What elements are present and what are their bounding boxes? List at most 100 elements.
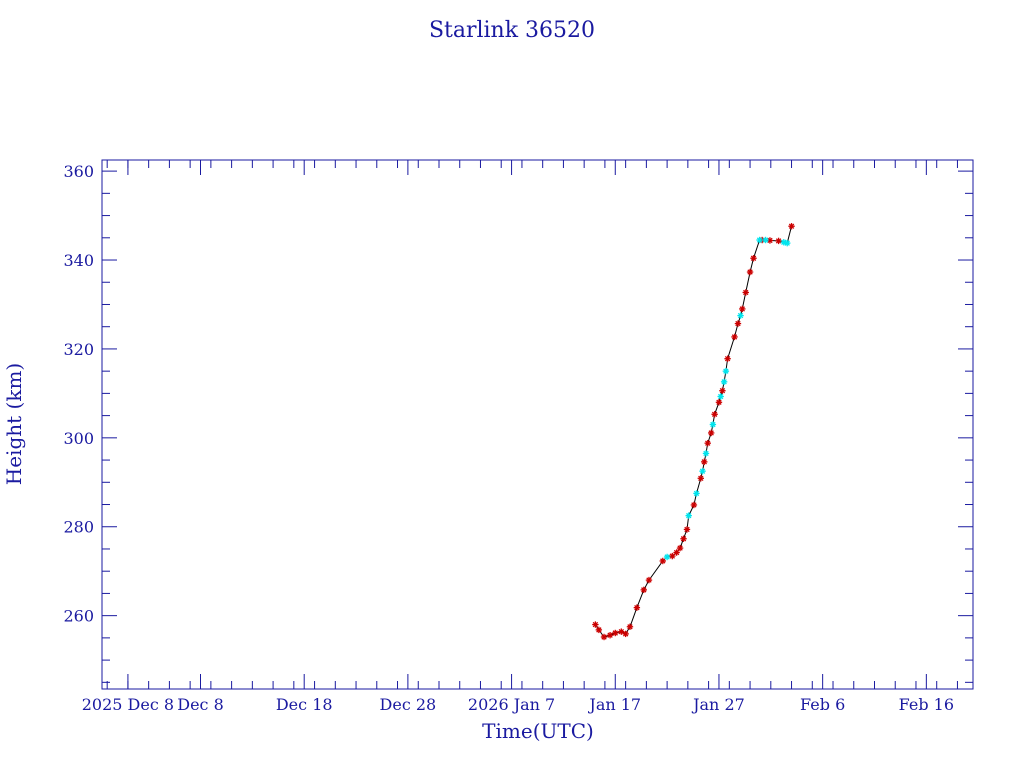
data-point-stroke	[762, 237, 769, 243]
data-point	[645, 576, 653, 584]
axis-ticks	[102, 160, 973, 689]
data-point-stroke	[701, 459, 707, 465]
data-point-stroke	[705, 440, 711, 446]
data-point	[731, 333, 738, 341]
data-point-stroke	[723, 368, 729, 374]
x-tick-label: Feb 16	[899, 695, 954, 714]
data-point	[702, 450, 710, 457]
data-point	[663, 553, 671, 561]
data-point-stroke	[693, 490, 700, 497]
data-point-stroke	[747, 269, 753, 275]
data-point-stroke	[646, 577, 652, 583]
data-point	[756, 236, 763, 244]
data-point	[709, 421, 717, 428]
data-point	[711, 411, 718, 418]
data-point-stroke	[719, 388, 726, 394]
data-point-stroke	[750, 255, 757, 261]
data-point	[606, 632, 614, 639]
data-point-stroke	[664, 554, 670, 560]
data-point-stroke	[592, 621, 599, 628]
data-point	[750, 255, 757, 262]
y-tick-label: 320	[63, 340, 94, 359]
data-point	[600, 633, 608, 641]
data-point-stroke	[612, 630, 618, 636]
x-tick-label: Dec 18	[276, 695, 333, 714]
data-point	[673, 549, 680, 556]
data-point	[622, 630, 629, 638]
data-point	[704, 439, 711, 447]
data-point	[739, 305, 746, 313]
y-tick-label: 280	[63, 518, 94, 537]
data-point-stroke	[756, 237, 763, 243]
data-point	[693, 490, 700, 497]
data-point-stroke	[684, 526, 690, 533]
data-point	[680, 535, 687, 542]
data-point	[701, 458, 708, 466]
data-point	[595, 626, 603, 634]
data-point	[717, 393, 724, 400]
data-point-stroke	[717, 393, 724, 400]
chart-title: Starlink 36520	[429, 18, 595, 43]
data-point	[697, 475, 705, 482]
data-point-stroke	[739, 306, 745, 312]
y-tick-labels: 260 280 300 320 340 360	[63, 162, 94, 626]
data-point-stroke	[691, 502, 697, 508]
data-point-stroke	[669, 553, 675, 559]
data-point	[734, 320, 742, 327]
data-point-stroke	[660, 558, 666, 564]
y-tick-label: 260	[63, 607, 94, 626]
data-point	[724, 355, 731, 362]
data-point	[788, 223, 795, 230]
data-point-stroke	[716, 399, 722, 405]
data-point	[640, 586, 647, 594]
x-tick-label: Dec 8	[177, 695, 224, 714]
data-point	[699, 467, 706, 475]
data-point	[676, 544, 684, 552]
data-point	[685, 512, 692, 519]
data-point-stroke	[627, 624, 633, 630]
data-point	[612, 629, 619, 637]
data-point	[690, 501, 698, 509]
data-point-stroke	[677, 545, 683, 551]
data-point-stroke	[710, 421, 716, 428]
data-point-stroke	[721, 379, 727, 385]
data-point	[742, 289, 749, 296]
y-tick-label: 360	[63, 162, 94, 181]
data-point-stroke	[607, 632, 613, 638]
x-tick-label: Feb 6	[800, 695, 845, 714]
data-point	[592, 621, 599, 628]
data-point	[633, 604, 641, 611]
data-point	[719, 387, 726, 394]
x-tick-label: Dec 28	[380, 695, 437, 714]
data-point-stroke	[731, 334, 738, 340]
data-point-stroke	[601, 634, 607, 640]
data-points	[592, 223, 795, 641]
data-point	[683, 526, 691, 533]
data-point-stroke	[686, 512, 692, 519]
y-axis-label: Height (km)	[2, 363, 26, 485]
data-point-stroke	[622, 631, 629, 637]
data-point-stroke	[735, 320, 741, 327]
height-trace-line	[594, 226, 792, 638]
data-point-stroke	[596, 627, 602, 633]
x-tick-label: Jan 27	[691, 695, 745, 714]
x-tick-labels: 2025 Dec 8 Dec 8 Dec 18 Dec 28 2026 Jan 7 Jan…	[82, 695, 954, 714]
data-point	[626, 623, 634, 630]
plot-frame	[101, 159, 974, 690]
data-point	[737, 312, 744, 319]
data-point-stroke	[618, 628, 625, 635]
data-point-stroke	[737, 312, 744, 319]
data-point-stroke	[724, 356, 731, 362]
data-point-stroke	[775, 238, 782, 244]
data-point	[659, 557, 666, 565]
data-point-stroke	[708, 430, 714, 436]
data-point-stroke	[784, 240, 790, 246]
x-tick-label: 2026 Jan 7	[468, 695, 555, 714]
y-tick-label: 340	[63, 251, 94, 270]
data-point-stroke	[703, 450, 709, 457]
data-point	[669, 552, 676, 560]
data-point-stroke	[743, 289, 749, 296]
data-point	[746, 268, 754, 276]
data-point	[720, 378, 728, 386]
